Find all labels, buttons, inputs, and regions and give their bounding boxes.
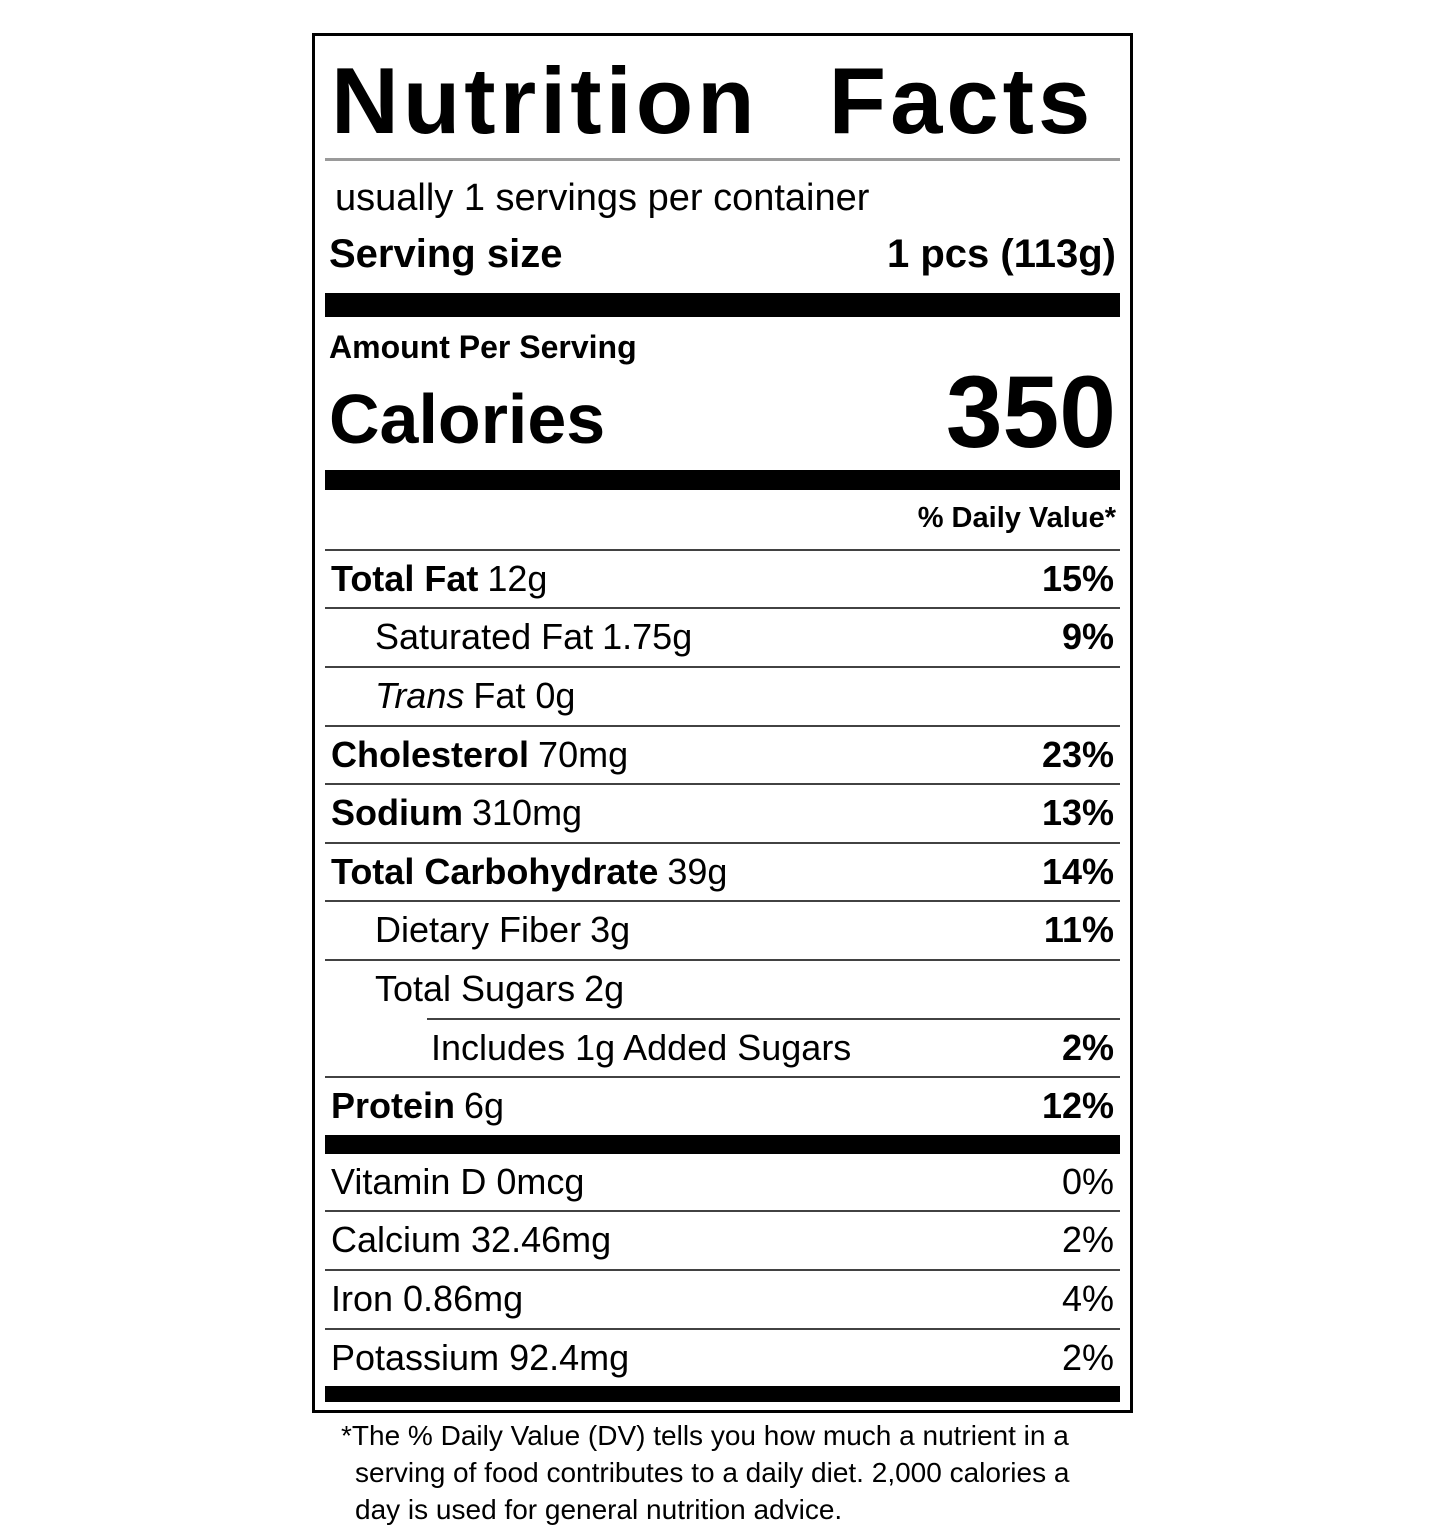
micronutrient-name: Iron 0.86mg bbox=[331, 1277, 524, 1319]
nutrient-amount: 1.75g bbox=[602, 616, 693, 658]
section-bar-calories bbox=[325, 469, 1120, 490]
nutrient-dv: 12% bbox=[1041, 1085, 1114, 1127]
nutrient-name: Dietary Fiber bbox=[375, 909, 582, 951]
section-bar-thick-top bbox=[325, 293, 1120, 317]
nutrient-dv: 2% bbox=[1061, 1026, 1114, 1068]
nutrient-dv: 15% bbox=[1041, 557, 1114, 599]
section-bar-bottom bbox=[325, 1386, 1120, 1403]
nutrient-amount: 12g bbox=[487, 557, 548, 599]
nutrient-name: Saturated Fat bbox=[375, 616, 594, 658]
nutrient-name: Includes 1g Added Sugars bbox=[431, 1026, 852, 1068]
micronutrient-row-calcium: Calcium 32.46mg 2% bbox=[325, 1210, 1120, 1269]
micronutrient-dv: 4% bbox=[1061, 1277, 1114, 1319]
nutrient-row-dietary-fiber: Dietary Fiber 3g 11% bbox=[325, 900, 1120, 959]
micronutrient-name: Potassium 92.4mg bbox=[331, 1336, 630, 1378]
added-sugars-indent-divider bbox=[427, 1017, 1120, 1020]
nutrient-row-total-fat: Total Fat 12g 15% bbox=[325, 548, 1120, 608]
nutrient-name: Total Sugars bbox=[375, 967, 576, 1009]
nutrient-amount: 2g bbox=[584, 967, 625, 1009]
daily-value-header: % Daily Value* bbox=[917, 501, 1116, 534]
label-title: Nutrition Facts bbox=[331, 48, 1095, 153]
nutrient-dv: 23% bbox=[1041, 733, 1114, 775]
nutrient-row-saturated-fat: Saturated Fat 1.75g 9% bbox=[325, 607, 1120, 666]
nutrient-name: Trans bbox=[375, 675, 465, 717]
nutrient-amount: 6g bbox=[464, 1085, 505, 1127]
nutrient-row-protein: Protein 6g 12% bbox=[325, 1076, 1120, 1135]
serving-size-value: 1 pcs (113g) bbox=[886, 232, 1116, 276]
nutrient-dv: 11% bbox=[1043, 909, 1114, 951]
micronutrient-dv: 2% bbox=[1061, 1336, 1114, 1378]
nutrient-amount: 3g bbox=[590, 909, 631, 951]
micronutrient-row-vitamin-d: Vitamin D 0mcg 0% bbox=[325, 1154, 1120, 1211]
page-background: Nutrition Facts usually 1 servings per c… bbox=[312, 33, 1133, 1526]
nutrient-name: Protein bbox=[331, 1085, 456, 1127]
calories-row: Calories 350 bbox=[325, 355, 1120, 470]
nutrient-row-total-sugars: Total Sugars 2g bbox=[325, 958, 1120, 1018]
micronutrient-dv: 2% bbox=[1061, 1219, 1114, 1261]
nutrient-row-total-carbohydrate: Total Carbohydrate 39g 14% bbox=[325, 841, 1120, 901]
title-divider bbox=[325, 158, 1120, 161]
micronutrient-name: Vitamin D 0mcg bbox=[331, 1160, 585, 1202]
nutrient-amount: 70mg bbox=[538, 733, 629, 775]
calories-value: 350 bbox=[945, 355, 1116, 469]
micronutrient-row-potassium: Potassium 92.4mg 2% bbox=[325, 1327, 1120, 1387]
nutrient-dv: 9% bbox=[1061, 616, 1114, 658]
nutrient-name: Sodium bbox=[331, 792, 463, 834]
micronutrient-row-iron: Iron 0.86mg 4% bbox=[325, 1268, 1120, 1328]
nutrient-row-cholesterol: Cholesterol 70mg 23% bbox=[325, 724, 1120, 784]
serving-size-label: Serving size bbox=[329, 232, 563, 276]
serving-size-row: Serving size 1 pcs (113g) bbox=[325, 224, 1120, 293]
nutrient-amount: 39g bbox=[667, 850, 728, 892]
micronutrient-name: Calcium 32.46mg bbox=[331, 1219, 612, 1261]
micronutrient-dv: 0% bbox=[1061, 1160, 1114, 1202]
nutrient-name: Total Fat bbox=[331, 557, 479, 599]
servings-per-container: usually 1 servings per container bbox=[335, 177, 870, 219]
nutrient-dv: 13% bbox=[1041, 792, 1114, 834]
calories-label: Calories bbox=[329, 380, 606, 459]
nutrient-row-sodium: Sodium 310mg 13% bbox=[325, 783, 1120, 842]
nutrient-amount: 310mg bbox=[472, 792, 583, 834]
nutrient-amount: Fat 0g bbox=[473, 675, 576, 717]
daily-value-footnote: *The % Daily Value (DV) tells you how mu… bbox=[341, 1420, 1070, 1526]
nutrient-row-trans-fat: Trans Fat 0g bbox=[325, 666, 1120, 725]
nutrient-name: Cholesterol bbox=[331, 733, 530, 775]
nutrient-name: Total Carbohydrate bbox=[331, 850, 659, 892]
nutrient-row-added-sugars: Includes 1g Added Sugars 2% bbox=[325, 1020, 1120, 1077]
nutrition-facts-label: Nutrition Facts usually 1 servings per c… bbox=[312, 33, 1133, 1525]
nutrient-dv: 14% bbox=[1041, 850, 1114, 892]
section-bar-protein bbox=[325, 1134, 1120, 1154]
amount-per-serving-label: Amount Per Serving bbox=[329, 329, 637, 365]
